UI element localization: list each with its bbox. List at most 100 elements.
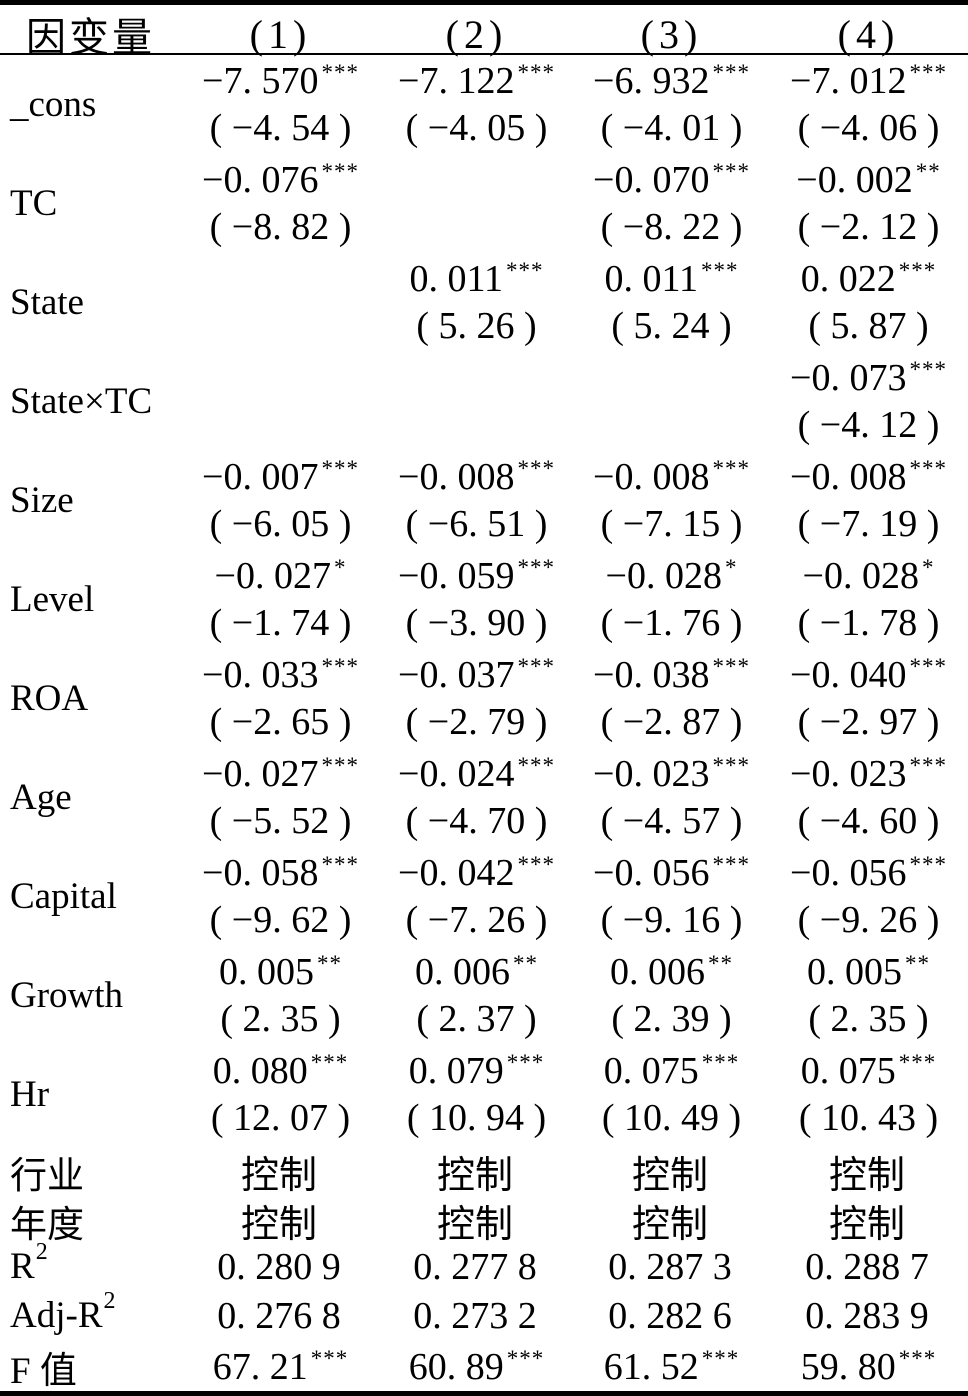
significance-stars: *** [517, 753, 555, 778]
coef-cell: −0. 023 *** ( −4. 60 ) [769, 748, 968, 847]
t-statistic: ( −7. 19 ) [797, 503, 940, 545]
column-header-3: (3) [640, 11, 703, 57]
t-statistic: ( −4. 70 ) [405, 800, 548, 842]
coefficient-value: 0. 075 [603, 1050, 699, 1092]
significance-stars: *** [898, 1050, 937, 1075]
coef-cell: −0. 024 *** ( −4. 70 ) [379, 748, 574, 847]
significance-stars: *** [909, 852, 947, 877]
t-statistic: ( −3. 90 ) [405, 602, 548, 644]
significance-stars: *** [321, 60, 359, 85]
significance-stars: *** [517, 60, 555, 85]
coef-cell: −7. 122 *** ( −4. 05 ) [379, 55, 574, 154]
t-statistic: ( −4. 60 ) [797, 800, 940, 842]
coefficient-value: −7. 570 [202, 60, 319, 102]
row-label-text: 年度 [10, 1204, 84, 1246]
stat-cell: 控制 [574, 1144, 769, 1199]
coef-cell: −0. 027 *** ( −5. 52 ) [182, 748, 379, 847]
coef-cell: 0. 022 *** ( 5. 87 ) [769, 253, 968, 352]
t-statistic: ( 5. 24 ) [611, 305, 732, 347]
coefficient-value: 0. 075 [800, 1050, 896, 1092]
t-statistic: ( 5. 87 ) [808, 305, 929, 347]
table-row-industry: 行业 控制 控制 控制 控制 [0, 1144, 968, 1197]
significance-stars: *** [712, 159, 750, 184]
t-statistic: ( −1. 78 ) [797, 602, 940, 644]
column-header-4: (4) [837, 11, 900, 57]
coefficient-value: 0. 080 [212, 1050, 308, 1092]
coef-cell: −0. 028 * ( −1. 76 ) [574, 550, 769, 649]
t-statistic: ( −2. 79 ) [405, 701, 548, 743]
stat-cell: 控制 [182, 1193, 379, 1248]
coefficient-value: −0. 008 [398, 456, 515, 498]
t-statistic: ( 10. 43 ) [798, 1097, 939, 1139]
significance-stars: *** [898, 1346, 937, 1371]
coefficient-value: 0. 079 [408, 1050, 504, 1092]
coef-cell [182, 352, 379, 451]
stat-value: 控制 [828, 1204, 905, 1246]
coefficient-value: −0. 024 [398, 753, 515, 795]
stat-value: 0. 280 9 [217, 1245, 341, 1288]
row-label: 行业 [0, 1145, 182, 1199]
table-row-cons: _cons −7. 570 *** ( −4. 54 ) −7. 122 *** (… [0, 55, 968, 154]
coef-cell: 0. 079 *** ( 10. 94 ) [379, 1045, 574, 1144]
significance-stars: *** [506, 1346, 545, 1371]
t-statistic: ( −6. 05 ) [209, 503, 352, 545]
t-statistic: ( −8. 22 ) [600, 206, 743, 248]
coefficient-value: −0. 037 [398, 654, 515, 696]
stat-value: 60. 89 [408, 1346, 504, 1388]
table-row-age: Age −0. 027 *** ( −5. 52 ) −0. 024 *** ( −… [0, 748, 968, 847]
stat-value: 控制 [436, 1155, 513, 1197]
header-dependent-variable: 因变量 [26, 15, 155, 60]
coef-cell: −6. 932 *** ( −4. 01 ) [574, 55, 769, 154]
t-statistic: ( −4. 57 ) [600, 800, 743, 842]
coef-cell: 0. 075 *** ( 10. 43 ) [769, 1045, 968, 1144]
t-statistic [379, 404, 574, 446]
stat-value: 0. 282 6 [608, 1294, 732, 1337]
stat-cell: 控制 [574, 1193, 769, 1248]
coefficient-value: −0. 023 [790, 753, 907, 795]
significance-stars: ** [513, 951, 538, 976]
significance-stars: * [333, 555, 347, 580]
t-statistic: ( 2. 39 ) [611, 998, 732, 1040]
stat-value: 0. 277 8 [413, 1245, 537, 1288]
coef-cell: 0. 011 *** ( 5. 24 ) [574, 253, 769, 352]
t-statistic: ( 10. 49 ) [601, 1097, 742, 1139]
table-row-tc: TC −0. 076 *** ( −8. 82 ) −0. 070 *** ( −8… [0, 154, 968, 253]
significance-stars: ** [708, 951, 733, 976]
column-header-1: (1) [249, 11, 312, 57]
coefficient-value: −7. 122 [398, 60, 515, 102]
row-label-text: Adj-R [10, 1295, 103, 1336]
table-row-state-tc: State×TC −0. 073 *** ( −4. 12 ) [0, 352, 968, 451]
table-row-capital: Capital −0. 058 *** ( −9. 62 ) −0. 042 ***… [0, 847, 968, 946]
coefficient-value: 0. 022 [800, 258, 896, 300]
stat-value: 控制 [240, 1204, 317, 1246]
stat-value: 控制 [631, 1204, 708, 1246]
stat-cell: 0. 283 9 [769, 1294, 968, 1338]
stat-cell: 控制 [379, 1144, 574, 1199]
coef-cell: −0. 056 *** ( −9. 16 ) [574, 847, 769, 946]
t-statistic: ( −9. 16 ) [600, 899, 743, 941]
stat-cell: 控制 [769, 1193, 968, 1248]
coef-cell: −0. 028 * ( −1. 78 ) [769, 550, 968, 649]
significance-stars: *** [909, 357, 947, 382]
table-row-f-value: F 值 67. 21 *** 60. 89 *** 61. 52 *** 59. 80… [0, 1340, 968, 1391]
row-label: Size [10, 480, 74, 521]
t-statistic: ( −9. 62 ) [209, 899, 352, 941]
coef-cell: −0. 002 ** ( −2. 12 ) [769, 154, 968, 253]
t-statistic: ( −2. 65 ) [209, 701, 352, 743]
t-statistic: ( −2. 87 ) [600, 701, 743, 743]
row-label: State [10, 282, 84, 323]
coefficient-value: −0. 038 [593, 654, 710, 696]
coef-cell [574, 352, 769, 451]
coef-cell: −0. 008 *** ( −7. 15 ) [574, 451, 769, 550]
label-superscript: 2 [35, 1239, 48, 1265]
t-statistic: ( 2. 35 ) [220, 998, 341, 1040]
stat-value: 0. 273 2 [413, 1294, 537, 1337]
t-statistic: ( 2. 35 ) [808, 998, 929, 1040]
significance-stars: * [921, 555, 935, 580]
coefficient-value: −0. 059 [398, 555, 515, 597]
coef-cell: 0. 005 ** ( 2. 35 ) [182, 946, 379, 1045]
t-statistic: ( −8. 82 ) [209, 206, 352, 248]
t-statistic [182, 404, 379, 446]
